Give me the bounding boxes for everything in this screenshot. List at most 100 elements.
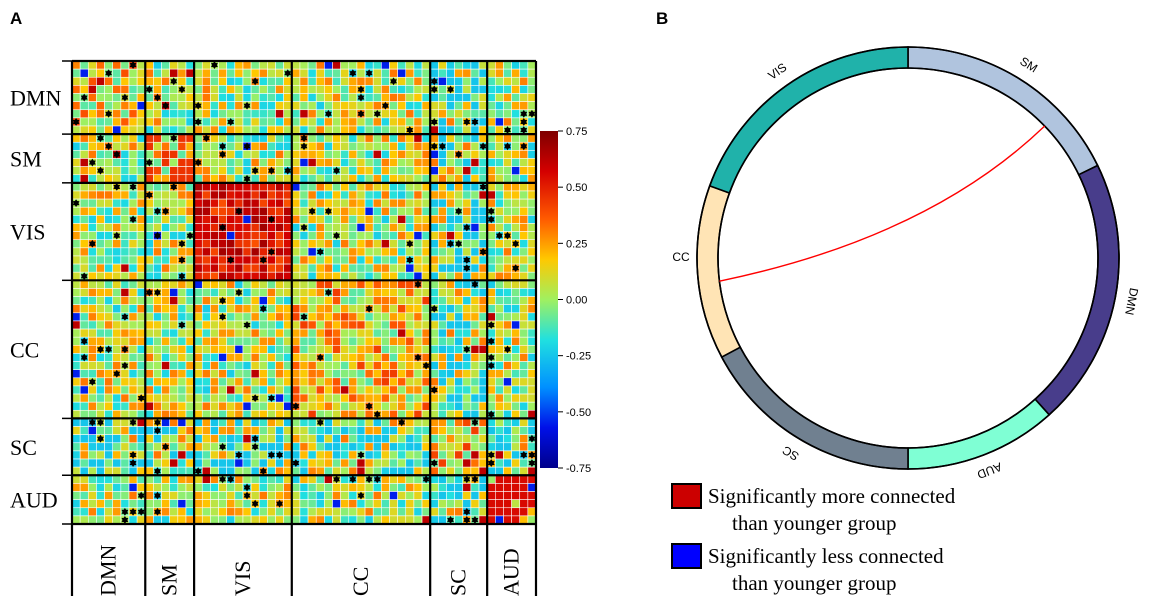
heatmap-cell — [226, 491, 236, 500]
heatmap-cell — [364, 466, 374, 476]
heatmap-cell — [87, 442, 97, 452]
heatmap-cell — [144, 426, 154, 435]
heatmap-cell — [112, 263, 122, 273]
heatmap-cell — [144, 344, 154, 354]
heatmap-cell — [340, 377, 350, 387]
heatmap-cell — [372, 483, 382, 492]
heatmap-cell — [193, 174, 203, 184]
heatmap-cell — [413, 125, 423, 135]
heatmap-cell — [381, 377, 390, 387]
heatmap-cell — [413, 174, 423, 184]
heatmap-cell — [128, 117, 138, 127]
heatmap-cell — [486, 85, 496, 94]
heatmap-cell — [438, 223, 447, 232]
heatmap-cell — [299, 466, 309, 476]
heatmap-cell — [519, 320, 529, 330]
heatmap-cell — [438, 377, 447, 387]
column-label-vis: VIS — [230, 561, 255, 596]
heatmap-cell — [340, 328, 350, 338]
heatmap-cell — [96, 401, 105, 411]
heatmap-cell — [258, 125, 268, 135]
heatmap-cell — [144, 401, 154, 411]
significance-marker — [154, 93, 161, 102]
heatmap-cell — [332, 182, 341, 192]
heatmap-cell — [372, 312, 382, 322]
heatmap-cell — [332, 288, 341, 297]
heatmap-cell — [201, 166, 211, 176]
heatmap-cell — [242, 93, 252, 102]
heatmap-cell — [218, 361, 228, 371]
heatmap-cell — [405, 426, 415, 435]
heatmap-cell — [120, 458, 130, 468]
heatmap-cell — [421, 255, 431, 265]
heatmap-cell — [291, 418, 301, 427]
heatmap-cell — [226, 215, 236, 224]
heatmap-cell — [258, 263, 268, 273]
heatmap-cell — [234, 271, 244, 281]
heatmap-cell — [527, 369, 537, 379]
heatmap-cell — [340, 93, 350, 102]
heatmap-cell — [438, 491, 447, 500]
heatmap-cell — [405, 434, 415, 444]
heatmap-cell — [511, 215, 521, 224]
heatmap-cell — [372, 68, 382, 78]
heatmap-cell — [161, 458, 171, 468]
heatmap-cell — [169, 426, 179, 435]
heatmap-cell — [210, 507, 219, 517]
heatmap-cell — [250, 458, 260, 468]
heatmap-cell — [120, 231, 130, 241]
heatmap-cell — [389, 117, 398, 127]
heatmap-cell — [218, 393, 228, 403]
heatmap-cell — [372, 344, 382, 354]
heatmap-cell — [429, 393, 439, 403]
heatmap-cell — [307, 76, 317, 86]
heatmap-cell — [438, 101, 447, 111]
heatmap-cell — [405, 320, 415, 330]
heatmap-cell — [519, 182, 529, 192]
heatmap-cell — [87, 223, 97, 232]
heatmap-cell — [161, 393, 171, 403]
heatmap-cell — [275, 442, 285, 452]
heatmap-cell — [307, 101, 317, 111]
heatmap-cell — [104, 174, 114, 184]
heatmap-cell — [332, 426, 341, 435]
heatmap-cell — [511, 271, 521, 281]
heatmap-cell — [429, 190, 439, 200]
heatmap-cell — [364, 377, 374, 387]
heatmap-cell — [177, 247, 187, 257]
heatmap-cell — [348, 458, 358, 468]
column-group-labels: DMN SM VIS CC SC AUD — [96, 545, 524, 596]
heatmap-cell — [218, 190, 228, 200]
heatmap-cell — [299, 288, 309, 297]
heatmap-cell — [389, 101, 398, 111]
significance-marker — [129, 61, 137, 69]
heatmap-cell — [87, 304, 97, 314]
heatmap-cell — [478, 158, 488, 167]
heatmap-cell — [478, 271, 488, 281]
heatmap-cell — [364, 320, 374, 330]
heatmap-cell — [324, 247, 333, 257]
heatmap-cell — [462, 198, 472, 208]
heatmap-cell — [250, 93, 260, 102]
significance-marker — [512, 239, 520, 248]
heatmap-cell — [144, 141, 154, 151]
segment-label-dmn: DMN — [1122, 287, 1141, 316]
heatmap-cell — [71, 231, 81, 241]
heatmap-cell — [503, 304, 512, 314]
heatmap-cell — [291, 133, 301, 143]
heatmap-cell — [169, 385, 179, 395]
heatmap-cell — [275, 426, 285, 435]
heatmap-cell — [348, 361, 358, 371]
heatmap-cell — [161, 466, 171, 476]
heatmap-cell — [210, 499, 219, 509]
heatmap-cell — [413, 320, 423, 330]
heatmap-cell — [291, 150, 301, 159]
significance-marker — [430, 386, 438, 394]
heatmap-cell — [462, 68, 472, 78]
heatmap-cell — [413, 288, 423, 297]
heatmap-cell — [462, 401, 472, 411]
significance-marker — [97, 345, 104, 354]
heatmap-cell — [389, 353, 398, 362]
heatmap-cell — [364, 263, 374, 273]
heatmap-cell — [527, 336, 537, 346]
